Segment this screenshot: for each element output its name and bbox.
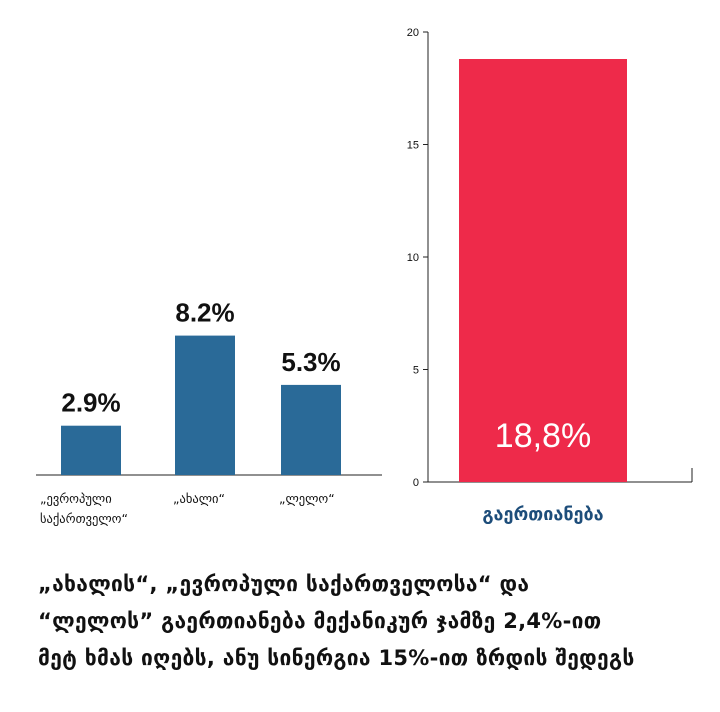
y-tick-label-20: 20 bbox=[407, 27, 419, 39]
bar-2 bbox=[175, 335, 235, 475]
data-label-2: 8.2% bbox=[175, 298, 234, 328]
y-tick-label-0: 0 bbox=[413, 477, 419, 489]
caption-line-1: „ახალის“, „ევროპული საქართველოსა“ და bbox=[38, 572, 530, 596]
bar-1 bbox=[61, 425, 121, 475]
bar-3 bbox=[281, 384, 341, 475]
y-tick-label-10: 10 bbox=[407, 252, 419, 264]
caption-line-3: მეტ ხმას იღებს, ანუ სინერგია 15%-ით ზრდი… bbox=[38, 646, 635, 670]
data-label-3: 5.3% bbox=[281, 347, 340, 377]
category-label-2: „ახალი“ bbox=[173, 491, 225, 506]
category-label-3: „ლელო“ bbox=[279, 491, 335, 506]
data-label-merged: 18,8% bbox=[495, 417, 591, 455]
y-tick-label-5: 5 bbox=[413, 365, 419, 377]
data-label-1: 2.9% bbox=[61, 388, 120, 418]
y-tick-label-15: 15 bbox=[407, 140, 419, 152]
caption: „ახალის“, „ევროპული საქართველოსა“ და “ლე… bbox=[38, 566, 698, 677]
category-label-merged: გაერთიანება bbox=[482, 504, 603, 525]
category-label-1-line-2: საქართველო“ bbox=[40, 511, 128, 526]
category-label-1-line-1: „ევროპული bbox=[40, 491, 112, 506]
caption-line-2: “ლელოს” გაერთიანება მექანიკურ ჯამზე 2,4%… bbox=[38, 609, 602, 633]
bar-merged bbox=[459, 59, 627, 482]
